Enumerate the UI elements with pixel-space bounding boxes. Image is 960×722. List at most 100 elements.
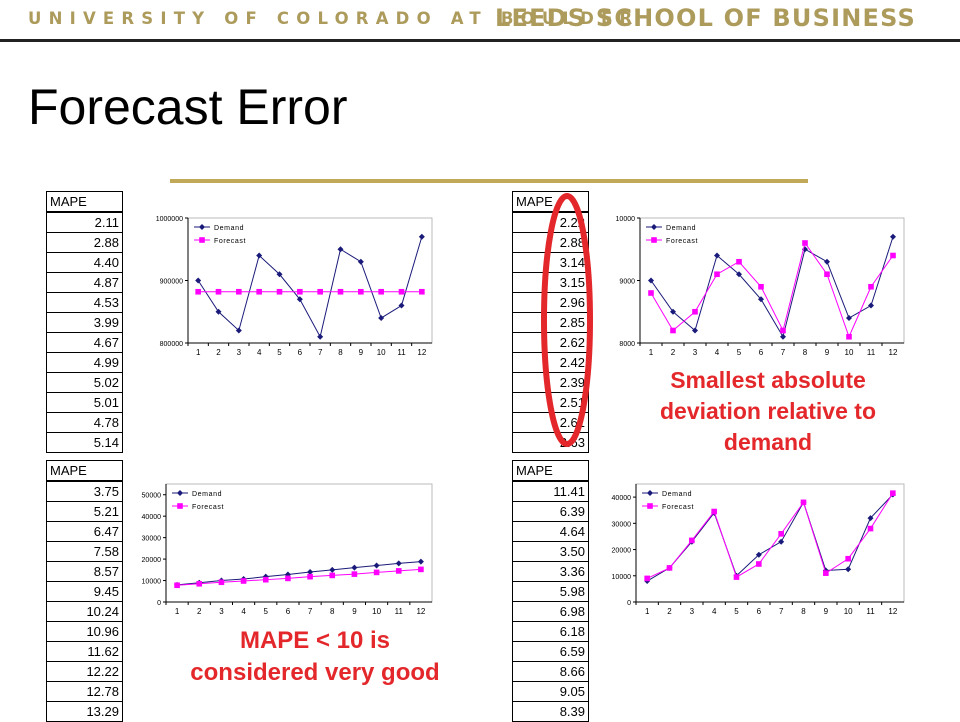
demand-point — [867, 515, 874, 522]
table-row: 10.24 — [46, 601, 123, 622]
demand-point — [256, 252, 263, 259]
demand-point — [284, 571, 291, 578]
demand-point — [317, 333, 324, 340]
table-row: 5.02 — [46, 372, 123, 393]
forecast-point — [378, 288, 384, 295]
y-tick-label: 800000 — [160, 341, 183, 348]
mape-table-4: MAPE 11.41 6.39 4.64 3.50 3.36 5.98 6.98 6.18 6.… — [512, 460, 589, 722]
mape-value: 13.29 — [46, 701, 123, 722]
table-row: 5.01 — [46, 392, 123, 413]
forecast-point — [733, 574, 740, 580]
forecast-point — [236, 288, 242, 295]
forecast-point — [824, 271, 830, 278]
x-tick-label: 3 — [693, 348, 698, 357]
legend-label: Forecast — [666, 238, 698, 245]
x-tick-label: 10 — [377, 348, 386, 357]
mape-value: 2.42 — [512, 352, 589, 373]
x-tick-label: 6 — [759, 348, 764, 357]
x-tick-label: 11 — [867, 348, 876, 357]
table-header: MAPE — [46, 460, 123, 482]
table-header: MAPE — [46, 191, 123, 213]
x-tick-label: 4 — [712, 607, 717, 616]
mape-value: 4.99 — [46, 352, 123, 373]
x-tick-label: 3 — [219, 607, 224, 616]
annotation-line: deviation relative to — [659, 398, 876, 425]
x-tick-label: 8 — [338, 348, 343, 357]
table-row: 2.62 — [512, 332, 589, 353]
y-tick-label: 1000000 — [156, 216, 183, 223]
forecast-point — [419, 288, 425, 295]
mape-value: 9.45 — [46, 581, 123, 602]
legend-label: Demand — [666, 225, 696, 232]
table-header-row: MAPE — [512, 460, 589, 482]
x-tick-label: 9 — [824, 607, 829, 616]
forecast-point — [195, 288, 201, 295]
plot-frame — [635, 483, 905, 603]
table-row: 4.78 — [46, 412, 123, 433]
forecast-point — [218, 579, 225, 586]
x-tick-label: 8 — [330, 607, 335, 616]
x-tick-label: 12 — [889, 348, 898, 357]
table-row: 6.18 — [512, 621, 589, 642]
x-tick-label: 9 — [359, 348, 364, 357]
mape-value: 6.47 — [46, 521, 123, 542]
mape-value: 7.58 — [46, 541, 123, 562]
legend-marker — [199, 237, 205, 243]
table-row: 4.40 — [46, 252, 123, 273]
table-row: 8.57 — [46, 561, 123, 582]
x-tick-label: 2 — [671, 348, 676, 357]
x-tick-label: 9 — [352, 607, 357, 616]
series-line — [646, 492, 894, 579]
legend-label: Demand — [662, 491, 692, 498]
mape-value: 8.57 — [46, 561, 123, 582]
mape-value: 6.39 — [512, 501, 589, 522]
table-row: 8.66 — [512, 661, 589, 682]
mape-value: 12.22 — [46, 661, 123, 682]
demand-point — [736, 271, 742, 278]
forecast-point — [358, 288, 364, 295]
table-row: 2.11 — [46, 211, 123, 233]
demand-point — [418, 233, 425, 240]
demand-point — [780, 333, 786, 340]
forecast-point — [373, 569, 380, 576]
demand-point — [868, 302, 874, 309]
legend-marker — [199, 224, 205, 230]
forecast-point — [666, 565, 673, 571]
mape-value: 9.05 — [512, 681, 589, 702]
table-row: 4.53 — [46, 292, 123, 313]
x-tick-label: 4 — [715, 348, 720, 357]
mape-value: 8.66 — [512, 661, 589, 682]
table-row: 6.59 — [512, 641, 589, 662]
mape-value: 2.62 — [512, 332, 589, 353]
x-tick-label: 6 — [757, 607, 762, 616]
mape-value: 3.99 — [46, 312, 123, 333]
legend-label: Forecast — [214, 238, 246, 245]
forecast-point — [845, 555, 851, 562]
annotation-line: Smallest absolute — [670, 367, 866, 393]
mape-value: 5.21 — [46, 501, 123, 522]
mape-value: 10.24 — [46, 601, 123, 622]
mape-value: 11.41 — [512, 480, 589, 502]
forecast-point — [174, 582, 180, 589]
y-tick-label: 0 — [157, 600, 161, 607]
x-tick-label: 3 — [237, 348, 242, 357]
forecast-point — [689, 537, 695, 544]
x-tick-label: 5 — [734, 607, 739, 616]
legend-marker — [647, 490, 653, 496]
forecast-point — [846, 333, 852, 340]
forecast-point — [337, 288, 344, 295]
mape-value: 12.78 — [46, 681, 123, 702]
mape-value: 6.59 — [512, 641, 589, 662]
forecast-point — [351, 571, 358, 577]
table-row: 5.98 — [512, 581, 589, 602]
demand-point — [329, 566, 336, 573]
table-row: 9.05 — [512, 681, 589, 702]
x-tick-label: 2 — [197, 607, 202, 616]
table-body: 2.11 2.88 4.40 4.87 4.53 3.99 4.67 4.99 5.02 5.01… — [46, 211, 123, 453]
demand-point — [307, 568, 314, 575]
x-tick-label: 11 — [397, 348, 406, 357]
table-row: 6.39 — [512, 501, 589, 522]
y-tick-label: 900000 — [160, 279, 183, 286]
table-row: 5.21 — [46, 501, 123, 522]
